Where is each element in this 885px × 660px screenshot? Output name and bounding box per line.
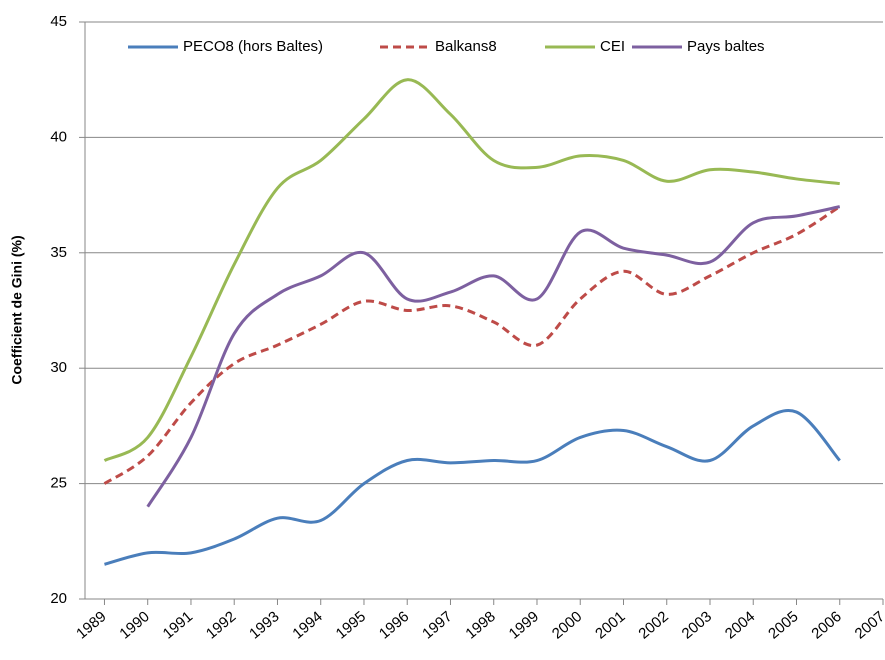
y-tick-label: 45 — [50, 13, 67, 30]
x-tick-label: 2005 — [765, 608, 801, 642]
series-line — [103, 78, 840, 462]
legend-label: Balkans8 — [435, 38, 497, 55]
x-tick-label: 1992 — [203, 608, 239, 642]
x-tick-label: 1997 — [419, 608, 455, 642]
x-tick-label: 1999 — [506, 608, 542, 642]
x-tick-label: 2006 — [808, 608, 844, 642]
x-tick-label: 1990 — [116, 608, 152, 642]
y-tick-label: 20 — [50, 590, 67, 607]
x-tick-label: 2003 — [679, 608, 715, 642]
y-tick-label: 25 — [50, 475, 67, 492]
x-tick-label: 1998 — [462, 608, 498, 642]
x-tick-label: 1995 — [333, 608, 369, 642]
x-tick-label: 1991 — [160, 608, 196, 642]
series-line — [104, 409, 841, 566]
y-tick-label: 35 — [50, 244, 67, 261]
x-tick-label: 1989 — [73, 608, 109, 642]
x-tick-label: 2001 — [592, 608, 628, 642]
x-tick-label: 2002 — [635, 608, 671, 642]
x-tick-label: 1996 — [376, 608, 412, 642]
x-tick-label: 1994 — [289, 608, 325, 642]
legend-label: Pays baltes — [687, 38, 765, 55]
y-tick-label: 40 — [50, 128, 67, 145]
x-tick-label: 2007 — [852, 608, 885, 642]
legend-label: PECO8 (hors Baltes) — [183, 38, 323, 55]
series-line — [146, 205, 841, 508]
y-axis-label: Coefficient de Gini (%) — [9, 235, 25, 384]
x-tick-label: 2004 — [722, 608, 758, 642]
series-line — [103, 205, 841, 485]
x-tick-label: 1993 — [246, 608, 282, 642]
y-tick-label: 30 — [50, 359, 67, 376]
legend-label: CEI — [600, 38, 625, 55]
x-tick-label: 2000 — [549, 608, 585, 642]
